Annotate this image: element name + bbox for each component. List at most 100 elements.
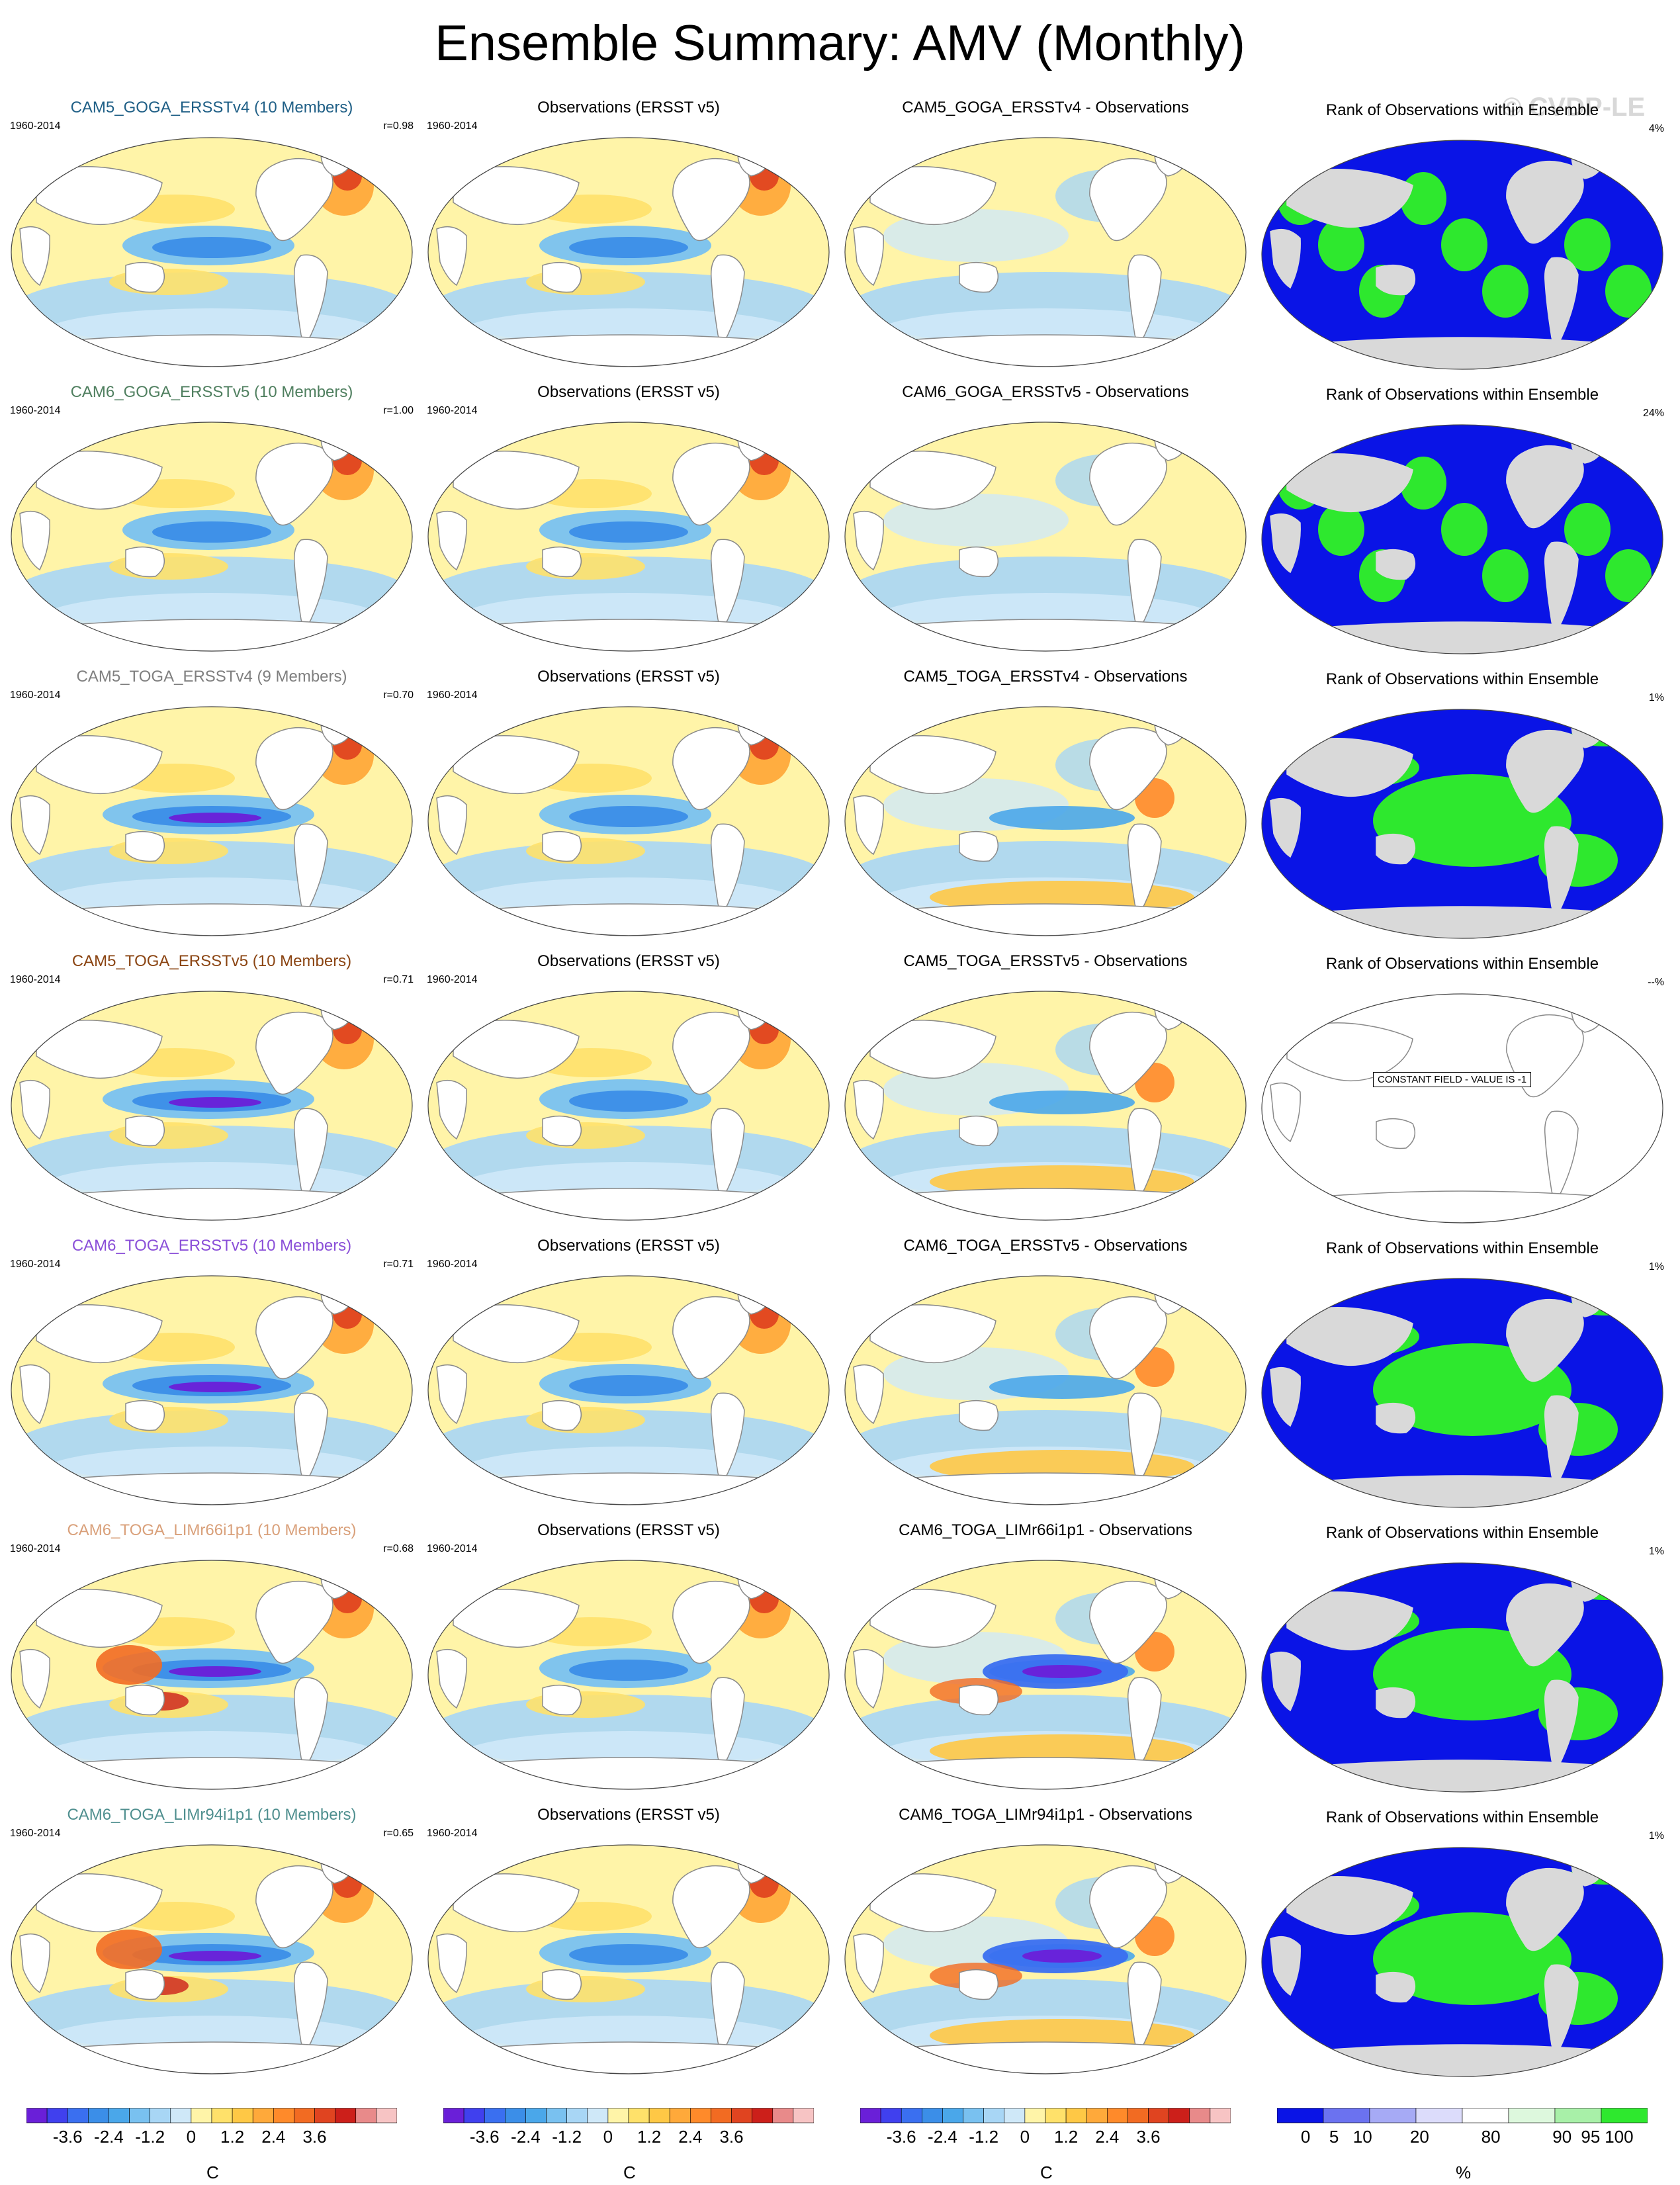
observations-map-5 [427,1274,830,1506]
colorbar-swatch [1415,2108,1463,2123]
colorbar-tick-label: 0 [187,2127,196,2147]
colorbar-swatch [587,2108,609,2123]
ensemble-title: CAM6_TOGA_ERSSTv5 (10 Members) [71,1237,352,1255]
colorbar-swatch [648,2108,670,2123]
colorbar-swatch [1045,2108,1067,2123]
colorbar-tick-label: 1.2 [220,2127,244,2147]
colorbar-tick-label: -2.4 [511,2127,541,2147]
colorbar-swatch [88,2108,109,2123]
colorbar-rank-unit: % [1456,2163,1472,2182]
panel-rank-row-5: Rank of Observations within Ensemble 1% [1254,1239,1671,1517]
colorbar-swatch [376,2108,397,2123]
pattern-correlation: r=0.98 [383,120,414,132]
panel-rank-row-2: Rank of Observations within Ensemble 24% [1254,385,1671,663]
observations-title: Observations (ERSST v5) [537,99,720,116]
panel-rank-row-3: Rank of Observations within Ensemble 1% [1254,670,1671,948]
difference-title: CAM6_TOGA_ERSSTv5 - Observations [903,1237,1188,1255]
colorbar-tick-label: 3.6 [1136,2127,1160,2147]
colorbar-tick-label: 0 [603,2127,613,2147]
colorbar-swatch [109,2108,130,2123]
colorbar-swatch [335,2108,357,2123]
difference-title: CAM5_GOGA_ERSSTv4 - Observations [902,99,1189,116]
colorbar-ensemble-unit: C [206,2163,219,2182]
colorbar-swatch [314,2108,335,2123]
ensemble-map-4 [10,990,414,1222]
colorbar-swatch [860,2108,881,2123]
colorbar-swatch [150,2108,171,2123]
colorbar-swatch [752,2108,774,2123]
years-label: 1960-2014 [10,1259,61,1270]
ensemble-title: CAM5_GOGA_ERSSTv4 (10 Members) [70,99,353,116]
colorbar-swatch [1107,2108,1128,2123]
rank-title: Rank of Observations within Ensemble [1325,1239,1599,1257]
panel-ensemble-row-4: CAM5_TOGA_ERSSTv5 (10 Members) 1960-2014 r… [3,952,420,1229]
colorbar-swatch [443,2108,464,2123]
observations-map-6 [427,1559,830,1791]
observations-title: Observations (ERSST v5) [537,383,720,401]
panel-observations-row-4: Observations (ERSST v5) 1960-2014 [420,952,837,1229]
colorbar-tick-label: 10 [1353,2127,1372,2147]
rank-percent: 1% [1648,692,1664,703]
years-label: 1960-2014 [10,1543,61,1554]
rank-map-3 [1260,708,1664,940]
difference-map-4 [844,990,1247,1222]
colorbar-observations: -3.6 -2.4 -1.2 0 1.2 2.4 3.6 [443,2108,814,2174]
colorbar-swatch [942,2108,963,2123]
years-label: 1960-2014 [10,120,61,132]
panel-difference-row-2: CAM6_GOGA_ERSSTv5 - Observations [837,382,1254,660]
difference-title: CAM6_TOGA_LIMr94i1p1 - Observations [899,1806,1192,1824]
colorbar-tick-label: 0 [1020,2127,1030,2147]
ensemble-title: CAM6_TOGA_LIMr66i1p1 (10 Members) [67,1521,357,1539]
panel-observations-row-3: Observations (ERSST v5) 1960-2014 [420,667,837,945]
figure-title: Ensemble Summary: AMV (Monthly) [435,15,1245,71]
years-label: 1960-2014 [427,1828,478,1839]
panel-rank-row-7: Rank of Observations within Ensemble 1% [1254,1808,1671,2086]
observations-map-7 [427,1844,830,2075]
colorbar-difference: -3.6 -2.4 -1.2 0 1.2 2.4 3.6 [860,2108,1231,2174]
colorbar-observations-unit: C [623,2163,636,2182]
colorbar-tick-label: 95 [1581,2127,1600,2147]
colorbar-swatch [566,2108,588,2123]
colorbar-swatch [546,2108,567,2123]
colorbar-swatch [628,2108,650,2123]
colorbar-swatch [669,2108,691,2123]
panel-observations-row-1: Observations (ERSST v5) 1960-2014 [420,98,837,376]
panel-ensemble-row-1: CAM5_GOGA_ERSSTv4 (10 Members) 1960-2014 r… [3,98,420,376]
colorbar-swatch [525,2108,547,2123]
panel-observations-row-7: Observations (ERSST v5) 1960-2014 [420,1805,837,2083]
years-label: 1960-2014 [427,120,478,132]
colorbar-swatch [505,2108,526,2123]
rank-map-1 [1260,139,1664,371]
difference-title: CAM6_GOGA_ERSSTv5 - Observations [902,383,1189,401]
colorbar-tick-label: 100 [1605,2127,1633,2147]
colorbar-tick-label: -1.2 [135,2127,165,2147]
colorbar-tick-label: -3.6 [470,2127,500,2147]
difference-title: CAM5_TOGA_ERSSTv5 - Observations [903,952,1188,970]
ensemble-map-2 [10,421,414,652]
rank-percent: --% [1648,977,1664,988]
colorbar-swatch [355,2108,377,2123]
colorbar-swatch [294,2108,315,2123]
colorbar-tick-label: 20 [1410,2127,1429,2147]
colorbar-swatch [901,2108,922,2123]
panel-rank-row-1: Rank of Observations within Ensemble 4% [1254,101,1671,379]
ensemble-title: CAM6_TOGA_LIMr94i1p1 (10 Members) [67,1806,357,1824]
difference-title: CAM6_TOGA_LIMr66i1p1 - Observations [899,1521,1192,1539]
panel-difference-row-3: CAM5_TOGA_ERSSTv4 - Observations [837,667,1254,945]
colorbar-swatch [772,2108,794,2123]
difference-map-3 [844,705,1247,937]
panel-ensemble-row-3: CAM5_TOGA_ERSSTv4 (9 Members) 1960-2014 r=… [3,667,420,945]
colorbar-swatch [484,2108,506,2123]
colorbar-swatch [690,2108,711,2123]
panel-observations-row-6: Observations (ERSST v5) 1960-2014 [420,1521,837,1799]
observations-map-3 [427,705,830,937]
difference-map-6 [844,1559,1247,1791]
panel-ensemble-row-5: CAM6_TOGA_ERSSTv5 (10 Members) 1960-2014 r… [3,1236,420,1514]
panel-difference-row-7: CAM6_TOGA_LIMr94i1p1 - Observations [837,1805,1254,2083]
difference-title: CAM5_TOGA_ERSSTv4 - Observations [903,668,1188,686]
rank-percent: 4% [1648,123,1664,134]
difference-map-2 [844,421,1247,652]
ensemble-map-6 [10,1559,414,1791]
observations-title: Observations (ERSST v5) [537,668,720,686]
colorbar-swatch [67,2108,89,2123]
